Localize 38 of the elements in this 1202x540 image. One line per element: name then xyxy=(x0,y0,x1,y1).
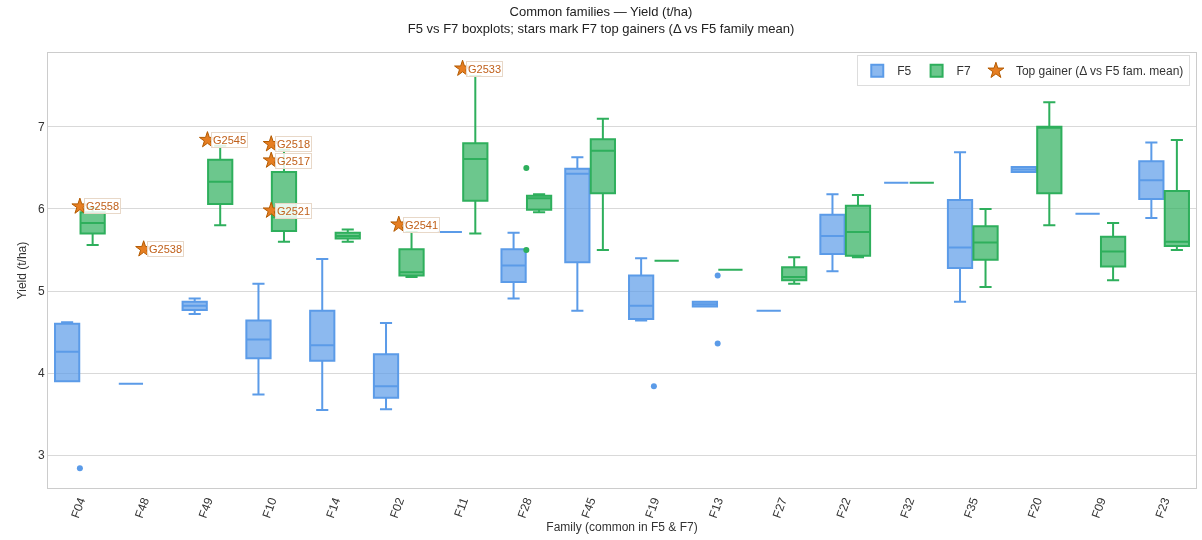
y-tick-label: 7 xyxy=(37,120,45,135)
annotation: G2538 xyxy=(149,243,183,255)
legend-label: F5 xyxy=(897,64,912,79)
x-tick-label: F09 xyxy=(1088,495,1109,520)
x-tick-label: F32 xyxy=(897,495,918,520)
annotation: G2517 xyxy=(277,155,311,167)
annotation: G2518 xyxy=(277,138,311,150)
y-axis-title: Yield (t/ha) xyxy=(15,241,30,300)
legend-label: F7 xyxy=(956,64,971,79)
x-tick-label: F14 xyxy=(323,495,344,520)
x-tick-label: F27 xyxy=(769,495,791,520)
x-tick-label: F04 xyxy=(68,495,89,520)
chart-title: Common families — Yield (t/ha) xyxy=(509,4,693,20)
x-tick-label: F13 xyxy=(705,495,727,520)
y-tick-label: 3 xyxy=(37,448,45,463)
y-tick-label: 5 xyxy=(37,284,45,299)
x-tick-label: F22 xyxy=(833,495,854,520)
x-tick-label: F48 xyxy=(131,495,153,520)
x-tick-label: F35 xyxy=(961,495,982,520)
x-tick-label: F23 xyxy=(1152,495,1173,520)
x-tick-label: F49 xyxy=(195,495,217,520)
x-tick-label: F20 xyxy=(1024,495,1046,520)
annotation: G2521 xyxy=(277,205,311,217)
chart-subtitle: F5 vs F7 boxplots; stars mark F7 top gainers (Δ vs F5 family mean) xyxy=(407,21,795,37)
annotation: G2541 xyxy=(405,219,439,231)
x-tick-label: F45 xyxy=(578,495,599,520)
x-axis-title: Family (common in F5 & F7) xyxy=(546,519,698,534)
x-tick-label: F19 xyxy=(642,495,663,520)
x-tick-label: F28 xyxy=(514,495,535,520)
x-tick-label: F11 xyxy=(451,495,472,520)
legend-label: Top gainer (Δ vs F5 fam. mean) xyxy=(1015,64,1184,79)
x-tick-label: F10 xyxy=(259,495,280,520)
annotation: G2558 xyxy=(86,200,120,212)
annotation: G2545 xyxy=(213,134,247,146)
annotation: G2533 xyxy=(468,63,502,75)
y-tick-label: 4 xyxy=(37,366,45,381)
x-tick-label: F02 xyxy=(387,495,408,520)
y-tick-label: 6 xyxy=(37,202,45,217)
